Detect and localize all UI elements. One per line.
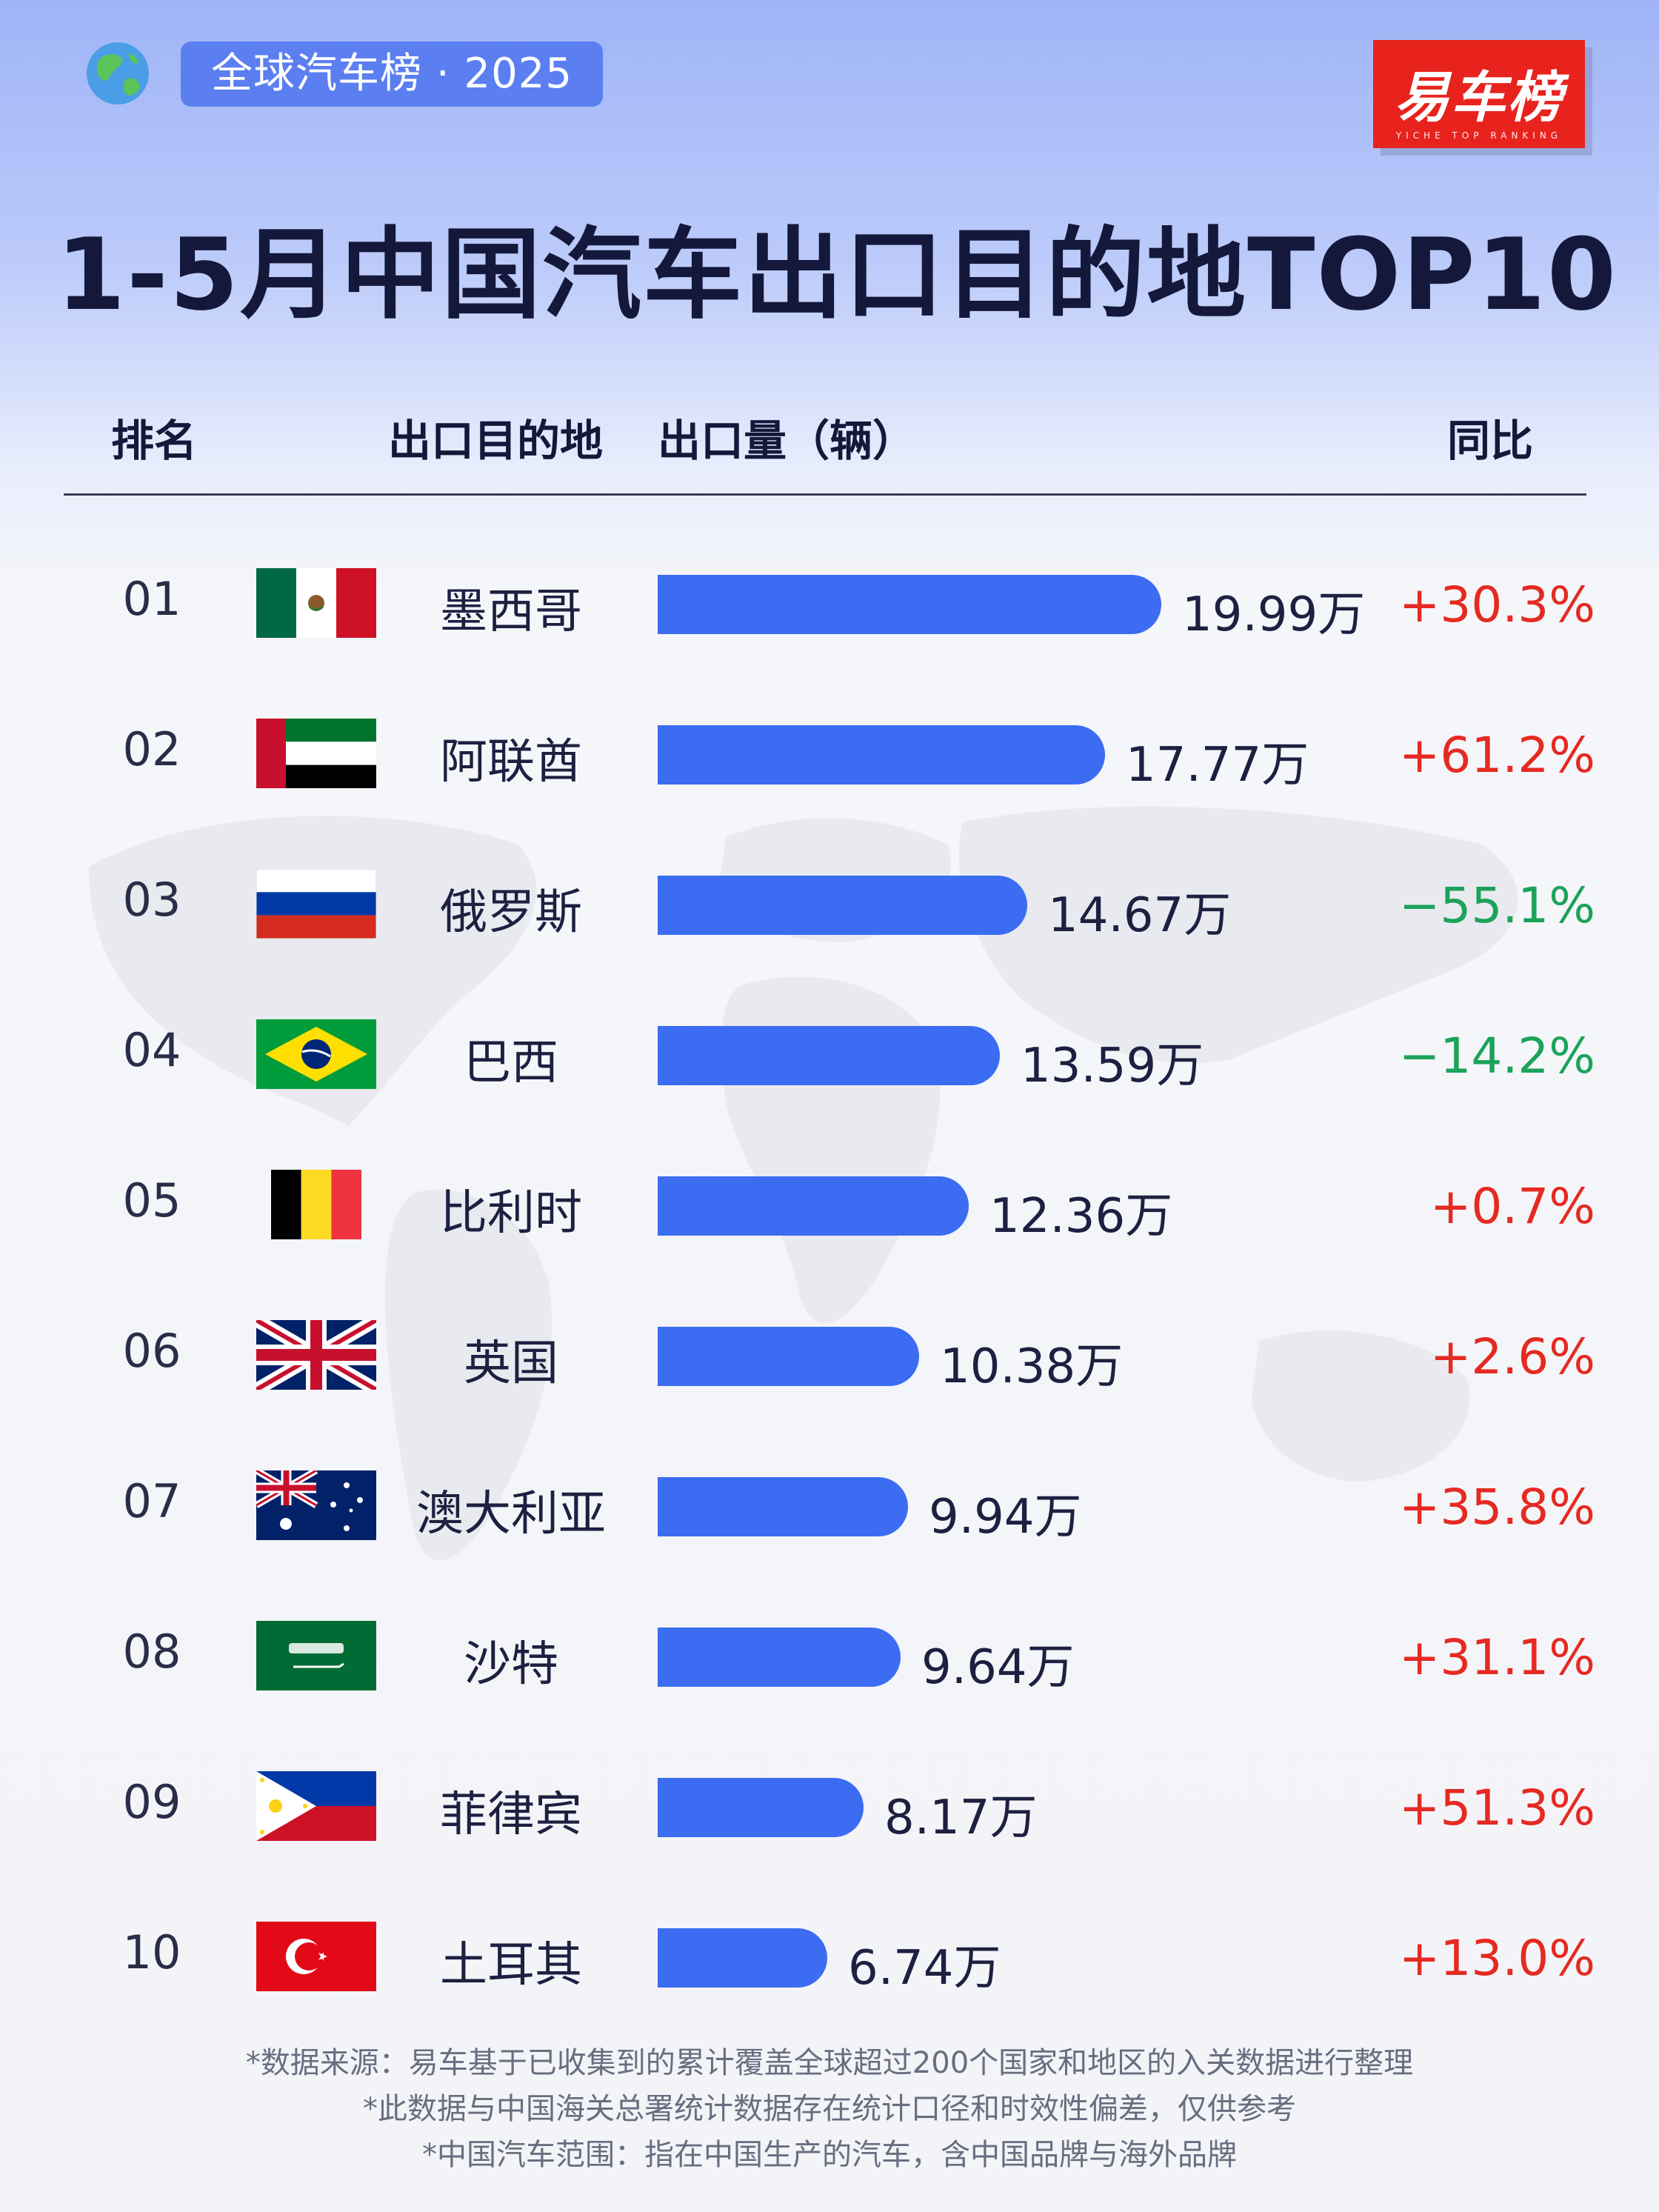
rank-number: 05 [122, 1173, 181, 1227]
yoy-change: +2.6% [1430, 1328, 1595, 1385]
rank-number: 08 [122, 1625, 181, 1679]
uae-flag-icon [256, 719, 376, 788]
globe-icon [87, 42, 149, 104]
country-name: 比利时 [440, 1186, 582, 1241]
export-volume-bar [658, 1327, 919, 1386]
country-name: 澳大利亚 [416, 1487, 606, 1542]
export-volume-bar [658, 725, 1105, 784]
yoy-change: +61.2% [1399, 727, 1595, 784]
footnote-scope: *中国汽车范围：指在中国生产的汽车，含中国品牌与海外品牌 [422, 2138, 1237, 2172]
footnote-disclaimer: *此数据与中国海关总署统计数据存在统计口径和时效性偏差，仅供参考 [363, 2092, 1296, 2126]
bar-value-label: 6.74万 [848, 1941, 1001, 1996]
country-name: 巴西 [464, 1036, 558, 1090]
bar-value-label: 9.64万 [921, 1640, 1075, 1695]
yoy-change: +51.3% [1399, 1779, 1595, 1836]
logo-subtitle: YICHE TOP RANKING [1395, 130, 1563, 141]
bar-value-label: 8.17万 [884, 1790, 1038, 1845]
rank-number: 02 [122, 722, 181, 776]
rank-number: 01 [122, 572, 181, 626]
export-volume-bar [658, 1928, 827, 1988]
footnote-source: *数据来源：易车基于已收集到的累计覆盖全球超过200个国家和地区的入关数据进行整… [245, 2046, 1414, 2080]
australia-flag-icon [256, 1470, 376, 1540]
russia-flag-icon [256, 869, 376, 939]
header-volume: 出口量（辆） [658, 416, 916, 466]
yoy-change: −14.2% [1399, 1027, 1595, 1085]
export-volume-bar [658, 1477, 908, 1536]
mexico-flag-icon [256, 568, 376, 638]
rank-number: 07 [122, 1474, 181, 1528]
rank-number: 03 [122, 873, 181, 927]
bar-value-label: 14.67万 [1048, 888, 1232, 943]
saudi-flag-icon [256, 1621, 376, 1690]
bar-value-label: 12.36万 [989, 1189, 1173, 1244]
turkey-flag-icon [256, 1922, 376, 1991]
yoy-change: +0.7% [1430, 1178, 1595, 1235]
country-name: 俄罗斯 [440, 885, 582, 940]
export-volume-bar [658, 1628, 901, 1687]
country-name: 沙特 [464, 1637, 558, 1692]
country-name: 土耳其 [440, 1938, 582, 1993]
yoy-change: +30.3% [1399, 576, 1595, 633]
logo-text: 易车榜 [1395, 66, 1563, 130]
bar-value-label: 10.38万 [940, 1339, 1124, 1394]
yoy-change: +13.0% [1399, 1930, 1595, 1987]
brazil-flag-icon [256, 1019, 376, 1089]
bar-value-label: 13.59万 [1021, 1039, 1204, 1093]
export-volume-bar [658, 575, 1161, 634]
rank-number: 04 [122, 1023, 181, 1077]
bar-value-label: 9.94万 [929, 1490, 1082, 1545]
page-title: 1-5月中国汽车出口目的地TOP10 [56, 217, 1618, 333]
export-volume-bar [658, 1026, 1000, 1085]
yoy-change: +35.8% [1399, 1479, 1595, 1536]
yoy-change: −55.1% [1399, 877, 1595, 934]
header-divider [64, 493, 1586, 496]
bar-value-label: 19.99万 [1182, 587, 1366, 642]
category-tag: 全球汽车榜 · 2025 [181, 41, 603, 107]
header-yoy: 同比 [1447, 416, 1534, 466]
export-volume-bar [658, 1778, 864, 1837]
yiche-logo: 易车榜 YICHE TOP RANKING [1373, 40, 1585, 148]
philippines-flag-icon [256, 1771, 376, 1841]
uk-flag-icon [256, 1320, 376, 1390]
country-name: 阿联酋 [440, 735, 582, 790]
export-volume-bar [658, 1176, 969, 1236]
rank-number: 06 [122, 1324, 181, 1378]
country-name: 菲律宾 [440, 1788, 582, 1842]
rank-number: 09 [122, 1775, 181, 1829]
rank-number: 10 [122, 1925, 181, 1979]
header-rank: 排名 [111, 416, 198, 466]
yoy-change: +31.1% [1399, 1629, 1595, 1686]
belgium-flag-icon [256, 1170, 376, 1239]
export-volume-bar [658, 876, 1027, 935]
country-name: 英国 [464, 1336, 558, 1391]
bar-value-label: 17.77万 [1126, 738, 1309, 793]
country-name: 墨西哥 [440, 584, 582, 639]
header-destination: 出口目的地 [388, 416, 604, 466]
